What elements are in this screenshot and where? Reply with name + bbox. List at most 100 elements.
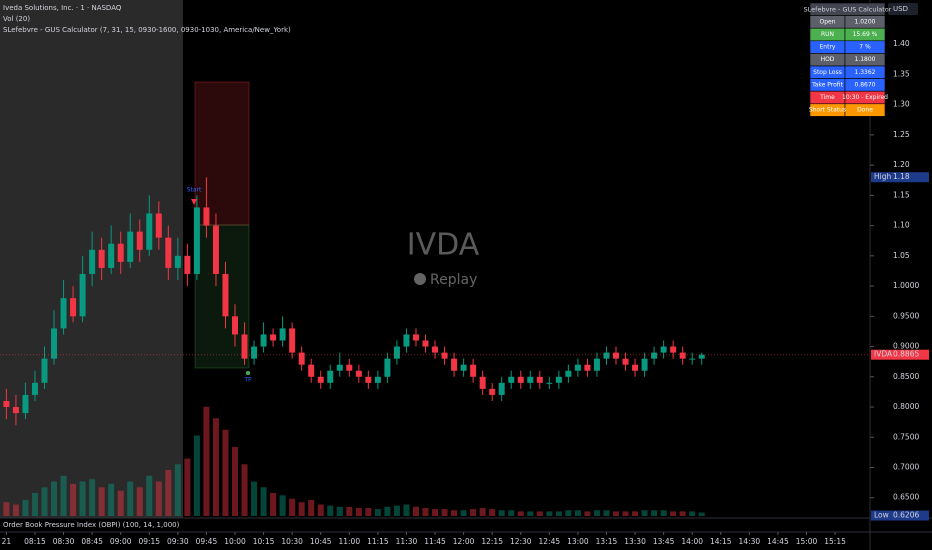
- candle-body: [365, 376, 372, 383]
- candle-body: [193, 207, 200, 274]
- volume-bar: [279, 495, 286, 516]
- volume-bar: [470, 509, 477, 516]
- volume-bar: [327, 505, 334, 516]
- volume-bar: [536, 511, 543, 516]
- candle-body: [31, 382, 38, 395]
- candle-body: [60, 298, 67, 329]
- volume-bar: [384, 506, 391, 516]
- volume-bar: [298, 502, 305, 516]
- x-tick-label: 11:00: [338, 537, 360, 546]
- volume-bar: [555, 511, 562, 516]
- table-label: Time: [819, 94, 835, 101]
- price-tag-box: [871, 349, 929, 360]
- x-tick-label: 10:45: [310, 537, 332, 546]
- volume-bar: [203, 406, 210, 516]
- candle-body: [412, 334, 419, 341]
- indicator-obpi: Order Book Pressure Index (OBPI) (100, 1…: [3, 521, 180, 529]
- table-label: Short Status: [809, 107, 846, 114]
- candle-body: [470, 364, 477, 377]
- volume-bar: [41, 487, 48, 516]
- volume-bar: [412, 506, 419, 516]
- table-value: 7 %: [859, 44, 871, 51]
- y-tick-label: 1.15: [893, 190, 910, 199]
- watermark: IVDA Replay: [407, 228, 480, 289]
- candle-body: [155, 213, 162, 238]
- y-tick-label: 0.7000: [893, 463, 919, 472]
- volume-bar: [546, 511, 553, 516]
- volume-bar: [251, 481, 258, 516]
- volume-bar: [460, 510, 467, 516]
- volume-bar: [22, 499, 29, 516]
- tp-marker: [246, 371, 250, 375]
- x-tick-label: 11:45: [424, 537, 446, 546]
- x-tick-label: 09:30: [167, 537, 189, 546]
- y-tick-label: 1.10: [893, 221, 910, 230]
- candle-body: [422, 340, 429, 347]
- candle-body: [632, 364, 639, 371]
- candle-body: [3, 400, 10, 408]
- tp-marker-label: TP: [243, 377, 252, 384]
- candle-body: [260, 334, 267, 347]
- volume-bar: [584, 511, 591, 516]
- table-value: 0.8670: [855, 81, 876, 88]
- candle-body: [79, 273, 86, 317]
- candle-body: [679, 352, 686, 359]
- candle-body: [308, 364, 315, 377]
- candle-body: [698, 354, 705, 359]
- candle-body: [317, 376, 324, 383]
- candle-body: [89, 249, 96, 274]
- x-tick-label: 13:30: [624, 537, 646, 546]
- currency: USD: [893, 5, 908, 13]
- price-tag-value: 0.6206: [893, 511, 919, 520]
- candle-body: [127, 231, 134, 262]
- volume-bar: [565, 510, 572, 516]
- volume-bar: [98, 487, 105, 516]
- candle-body: [184, 255, 191, 274]
- candle-body: [489, 388, 496, 395]
- y-tick-label: 1.05: [893, 251, 910, 260]
- x-tick-label: 14:30: [739, 537, 761, 546]
- table-label: Open: [819, 18, 835, 25]
- y-tick-label: 1.20: [893, 160, 910, 169]
- candle-body: [622, 358, 629, 365]
- volume-bar: [660, 510, 667, 516]
- currency-box[interactable]: [888, 3, 918, 15]
- volume-bar: [479, 507, 486, 516]
- replay-icon: [414, 273, 426, 285]
- candle-body: [203, 207, 210, 226]
- volume-bar: [270, 493, 277, 516]
- y-tick-label: 0.8000: [893, 402, 919, 411]
- volume-bar: [527, 511, 534, 516]
- table-value: 15.69 %: [853, 31, 878, 38]
- table-label: HOD: [821, 56, 835, 63]
- y-tick-label: 0.9000: [893, 342, 919, 351]
- volume-bar: [232, 447, 238, 516]
- volume-bar: [241, 464, 248, 516]
- x-tick-label: 10:30: [281, 537, 303, 546]
- candle-body: [517, 376, 524, 383]
- volume-bar: [184, 458, 191, 516]
- x-tick-label: 12:15: [481, 537, 503, 546]
- indicator-volume: Vol (20): [3, 15, 30, 23]
- volume-bar: [146, 475, 153, 516]
- candle-body: [384, 358, 391, 377]
- x-tick-label: 12:30: [510, 537, 532, 546]
- x-tick-label: 13:15: [596, 537, 618, 546]
- start-marker: [191, 199, 197, 205]
- volume-bar: [374, 509, 381, 516]
- stop-zone: [194, 81, 250, 226]
- candle-body: [451, 358, 458, 371]
- volume-bar: [289, 498, 296, 516]
- candle-body: [327, 370, 334, 383]
- volume-bar: [432, 509, 439, 516]
- price-tag-value: 0.8865: [893, 350, 919, 359]
- volume-bar: [689, 511, 696, 516]
- volume-bar: [60, 475, 67, 516]
- volume-bar: [317, 504, 324, 516]
- candle-body: [460, 364, 467, 371]
- candle-body: [432, 346, 439, 353]
- volume-bar: [403, 504, 410, 516]
- price-tag-box: [871, 172, 929, 183]
- volume-bar: [212, 418, 219, 516]
- candle-body: [346, 364, 353, 371]
